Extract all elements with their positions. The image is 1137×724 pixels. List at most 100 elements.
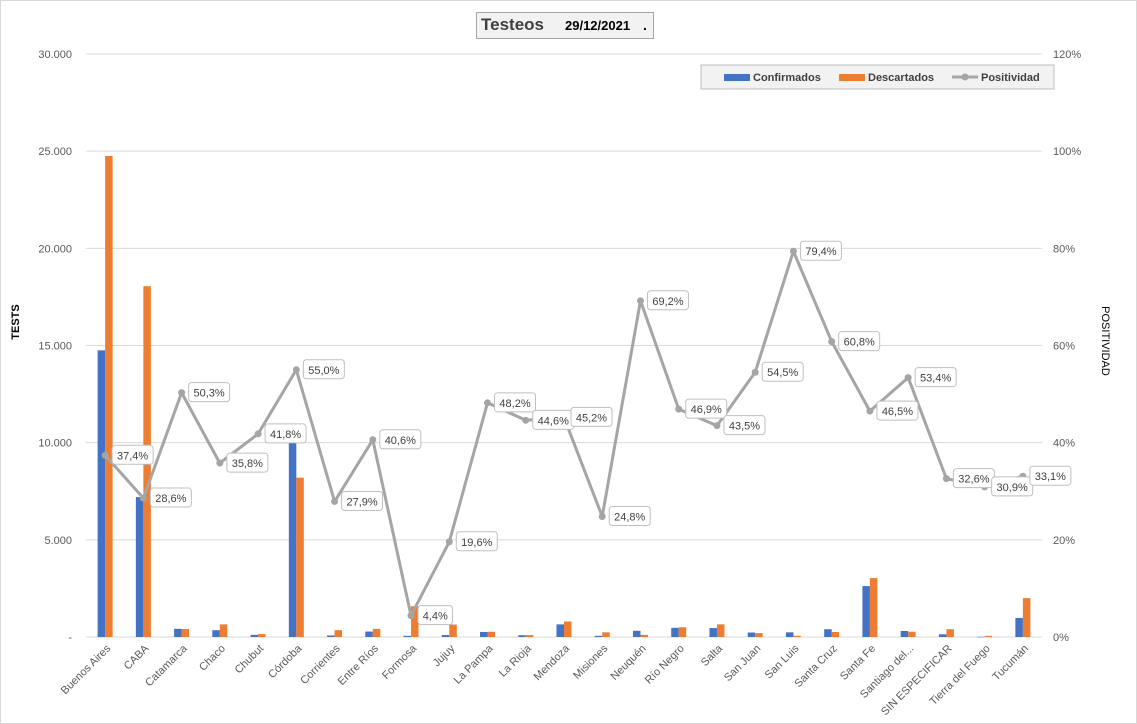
category-label: San Juan [722,643,763,684]
data-label-box [188,382,231,403]
category-label: Chubut [233,643,267,677]
data-label: 46,9% [691,404,722,416]
positividad-point [369,436,377,444]
data-label: 24,8% [614,512,645,524]
positividad-point [101,451,109,459]
bar-confirmados [403,635,412,637]
bar-descartados [678,627,687,637]
bar-confirmados [556,624,564,637]
data-label: 60,8% [844,337,875,349]
category-label: Chaco [197,643,228,674]
category-label: Córdoba [266,642,305,681]
bar-confirmados [900,630,909,637]
bar-confirmados [250,634,259,637]
data-label-box [455,531,498,552]
bar-confirmados [671,627,679,637]
positividad-point [713,422,721,430]
bar-confirmados [862,586,870,637]
y2-tick-label: 120% [1053,49,1081,61]
y2-tick-label: 20% [1053,535,1075,547]
bar-confirmados [480,631,488,637]
bar-confirmados [977,636,985,638]
y2-tick-label: 80% [1053,243,1075,255]
bar-descartados [372,628,381,637]
category-label: SIN ESPECIFICAR [879,643,955,719]
bar-descartados [984,635,993,637]
data-label-box [838,331,881,352]
positividad-point [178,389,186,397]
data-label-box [417,605,453,626]
category-label: Entre Ríos [336,642,382,688]
y-axis-title: TESTS [10,304,22,339]
data-labels: 37,4% 28,6% 50,3% 35,8% 41,8% 55,0% 27,9% 40,6%… [111,240,1072,626]
positividad-point [445,538,453,546]
data-label: 55,0% [308,365,339,377]
bar-confirmados [212,630,220,637]
y-tick-label: 10.000 [38,438,72,450]
bar-confirmados [632,630,641,637]
data-label-box [379,429,422,450]
data-label: 45,2% [576,412,607,424]
bar-confirmados [97,350,106,637]
positividad-line [103,249,1024,618]
bar-descartados [908,631,916,637]
category-label: La Pampa [452,642,497,687]
positividad-point [254,430,262,438]
data-label: 4,4% [423,611,448,623]
y2-tick-label: 40% [1053,438,1075,450]
positividad-point [636,297,644,305]
data-label-box [799,240,842,261]
data-label: 28,6% [155,493,186,505]
data-label-box [341,490,384,511]
category-label: Mendoza [532,642,573,683]
bar-descartados [334,630,343,637]
bar-descartados [640,634,648,637]
bar-confirmados [288,441,297,637]
data-label: 50,3% [193,388,224,400]
legend-label-confirmados: Confirmados [753,72,821,84]
category-label: Santa Fe [838,643,878,683]
data-label-box [264,423,307,444]
positividad-point [139,494,147,502]
y-tick-label: 15.000 [38,341,72,353]
bar-descartados [181,629,190,637]
data-label: 27,9% [346,496,377,508]
y2-tick-label: 100% [1053,146,1081,158]
y2-tick-label: 60% [1053,341,1075,353]
bar-confirmados [327,635,335,637]
data-label-box [570,406,613,427]
positividad-point [942,475,950,483]
bar-series [97,156,1031,638]
positividad-series [101,247,1027,620]
category-label: Catamarca [143,642,190,689]
bar-descartados [946,629,954,637]
data-label: 33,1% [1035,471,1066,483]
data-label-box [723,415,766,436]
bar-confirmados [135,497,144,637]
data-label-box [111,444,154,465]
y2-axis-title: POSITIVIDAD [1099,306,1111,376]
bar-descartados [793,635,801,637]
data-label: 46,5% [882,406,913,418]
data-label-box [608,506,651,527]
category-label: Río Negro [643,643,687,687]
category-label: La Rioja [497,642,535,680]
data-label-box [876,400,919,421]
category-label: Buenos Aires [59,642,114,697]
positividad-point [866,407,874,415]
positividad-point [216,459,224,467]
y-tick-label: - [68,632,72,644]
bar-confirmados [1015,617,1023,637]
data-label: 48,2% [499,398,530,410]
data-label: 69,2% [652,296,683,308]
data-label: 41,8% [270,429,301,441]
bar-confirmados [174,628,182,637]
category-label: San Luis [763,642,802,681]
bar-confirmados [594,635,603,637]
data-label: 32,6% [958,474,989,486]
bar-descartados [487,631,496,637]
category-label: Formosa [380,642,420,682]
data-label: 54,5% [767,367,798,379]
